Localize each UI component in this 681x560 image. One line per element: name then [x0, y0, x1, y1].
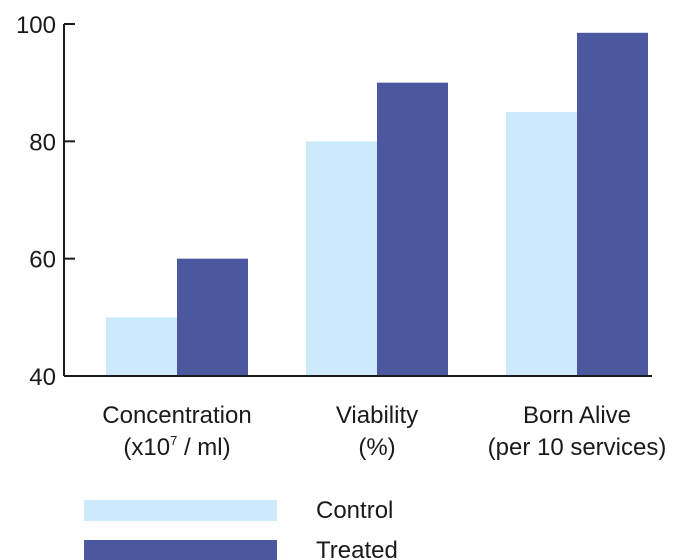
category-label-line2: (x107 / ml)	[123, 433, 230, 461]
bar-treated-1	[377, 82, 448, 377]
category-label-text: (x10	[123, 434, 170, 461]
category-label-line2: (%)	[358, 434, 395, 461]
y-tick-label: 80	[29, 129, 56, 156]
bar-treated-0	[177, 258, 248, 376]
legend: Control Treated	[84, 497, 398, 560]
bar-control-0	[106, 317, 177, 376]
bar-treated-2	[577, 32, 648, 377]
category-label-text: (per 10 services)	[488, 434, 667, 461]
category-label-line1: Viability	[336, 402, 418, 429]
bar-control-1	[306, 141, 377, 376]
y-tick-label: 60	[29, 247, 56, 274]
y-tick-label: 100	[16, 12, 56, 39]
category-label-line1: Born Alive	[523, 402, 631, 429]
legend-label-control: Control	[316, 497, 393, 524]
legend-label-treated: Treated	[316, 537, 398, 560]
bar-control-2	[506, 112, 577, 376]
legend-swatch-treated	[84, 540, 277, 560]
category-label-line1: Concentration	[102, 402, 251, 429]
category-label-text: (%)	[358, 434, 395, 461]
y-axis: 40 60 80 100	[16, 12, 75, 391]
category-label-line2: (per 10 services)	[488, 434, 667, 461]
category-labels: Concentration (x107 / ml) Viability (%) Born…	[102, 402, 666, 461]
category-label-superscript: 7	[170, 433, 177, 448]
y-tick-label: 40	[29, 364, 56, 391]
bars	[106, 32, 648, 377]
legend-swatch-control	[84, 500, 277, 521]
category-label-text: / ml)	[177, 434, 230, 461]
